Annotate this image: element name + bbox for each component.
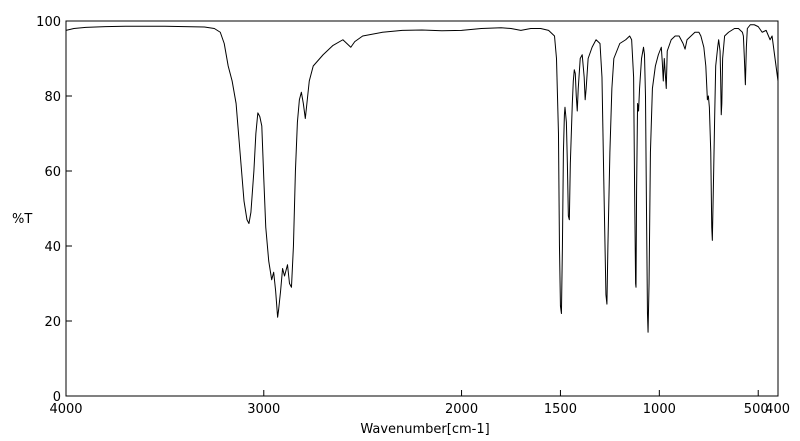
y-axis-ticks: 0 20 40 60 80 100: [36, 15, 72, 405]
y-tick-label: 20: [44, 315, 61, 330]
spectrum-line: [65, 24, 779, 333]
plot-area-frame: [65, 20, 779, 397]
y-tick-label: 40: [44, 240, 61, 255]
series-layer: [65, 24, 779, 333]
y-tick-label: 60: [44, 165, 61, 180]
y-tick-label: 0: [53, 390, 61, 405]
y-tick-label: 80: [44, 90, 61, 105]
x-tick-label: 1000: [643, 402, 676, 417]
x-tick-label: 500: [744, 402, 769, 417]
x-tick-label: 1500: [544, 402, 577, 417]
x-axis-title: Wavenumber[cm-1]: [360, 422, 489, 437]
x-tick-label: 2000: [445, 402, 478, 417]
x-tick-label: 3000: [247, 402, 280, 417]
y-axis-title: %T: [12, 212, 32, 227]
x-tick-label: 400: [765, 402, 790, 417]
y-tick-label: 100: [36, 15, 61, 30]
x-tick-label: 4000: [49, 402, 82, 417]
